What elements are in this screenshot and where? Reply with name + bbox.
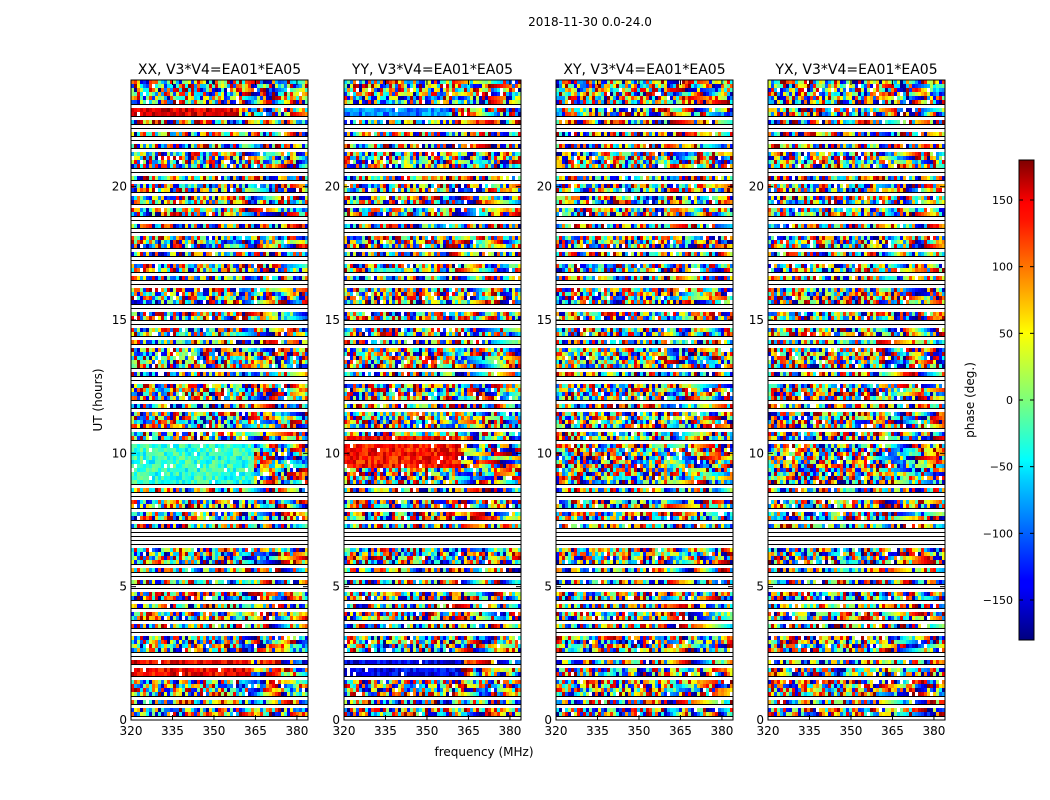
y-tick-label: 15 [325,313,340,327]
y-tick-label: 10 [537,446,552,460]
x-tick-label: 365 [244,724,267,738]
y-tick-label: 5 [332,580,340,594]
colorbar-tick-label: −150 [983,594,1013,607]
y-tick-label: 20 [112,180,127,194]
x-tick-label: 350 [416,724,439,738]
x-tick-label: 335 [161,724,184,738]
figure-title: 2018-11-30 0.0-24.0 [528,15,652,29]
x-tick-label: 335 [586,724,609,738]
colorbar-label: phase (deg.) [963,362,977,438]
x-tick-label: 380 [710,724,733,738]
y-tick-label: 10 [112,446,127,460]
y-tick-label: 5 [119,580,127,594]
colorbar: 150 100 50 0 −50 −100 −150 phase (deg.) [963,160,1034,640]
y-tick-label: 5 [544,580,552,594]
x-tick-label: 380 [285,724,308,738]
colorbar-tick-label: 100 [992,261,1013,274]
x-tick-label: 335 [798,724,821,738]
x-tick-label: 365 [881,724,904,738]
y-tick-label: 0 [332,713,340,727]
x-tick-label: 380 [922,724,945,738]
x-tick-label: 365 [457,724,480,738]
panel-title: XY, V3*V4=EA01*EA05 [563,62,725,78]
phase-heatmap [556,80,733,717]
x-tick-label: 335 [374,724,397,738]
x-tick-label: 350 [203,724,226,738]
y-tick-label: 20 [537,180,552,194]
y-tick-label: 0 [756,713,764,727]
y-tick-label: 0 [119,713,127,727]
y-tick-label: 0 [544,713,552,727]
panel-title: YY, V3*V4=EA01*EA05 [351,62,513,78]
y-tick-label: 5 [756,580,764,594]
figure: 2018-11-30 0.0-24.0 XX, V3*V4=EA01*EA05 3… [0,0,1050,800]
panel-title: XX, V3*V4=EA01*EA05 [138,62,301,78]
colorbar-tick-label: 150 [992,194,1013,207]
phase-heatmap [768,80,945,717]
phase-heatmap [131,80,308,717]
panel-title: YX, V3*V4=EA01*EA05 [774,62,937,78]
colorbar-tick-label: 0 [1006,394,1013,407]
phase-heatmap [344,80,521,717]
colorbar-tick-label: −100 [983,527,1013,540]
x-tick-label: 350 [628,724,651,738]
x-tick-label: 350 [840,724,863,738]
x-tick-label: 365 [669,724,692,738]
y-tick-label: 15 [112,313,127,327]
colorbar-tick-label: −50 [990,461,1013,474]
y-tick-label: 15 [537,313,552,327]
y-tick-label: 20 [749,180,764,194]
colorbar-tick-label: 50 [999,327,1013,340]
y-tick-label: 10 [325,446,340,460]
x-axis-label: frequency (MHz) [434,745,533,759]
x-tick-label: 380 [498,724,521,738]
y-tick-label: 10 [749,446,764,460]
y-axis-label: UT (hours) [91,368,105,431]
y-tick-label: 15 [749,313,764,327]
y-tick-label: 20 [325,180,340,194]
